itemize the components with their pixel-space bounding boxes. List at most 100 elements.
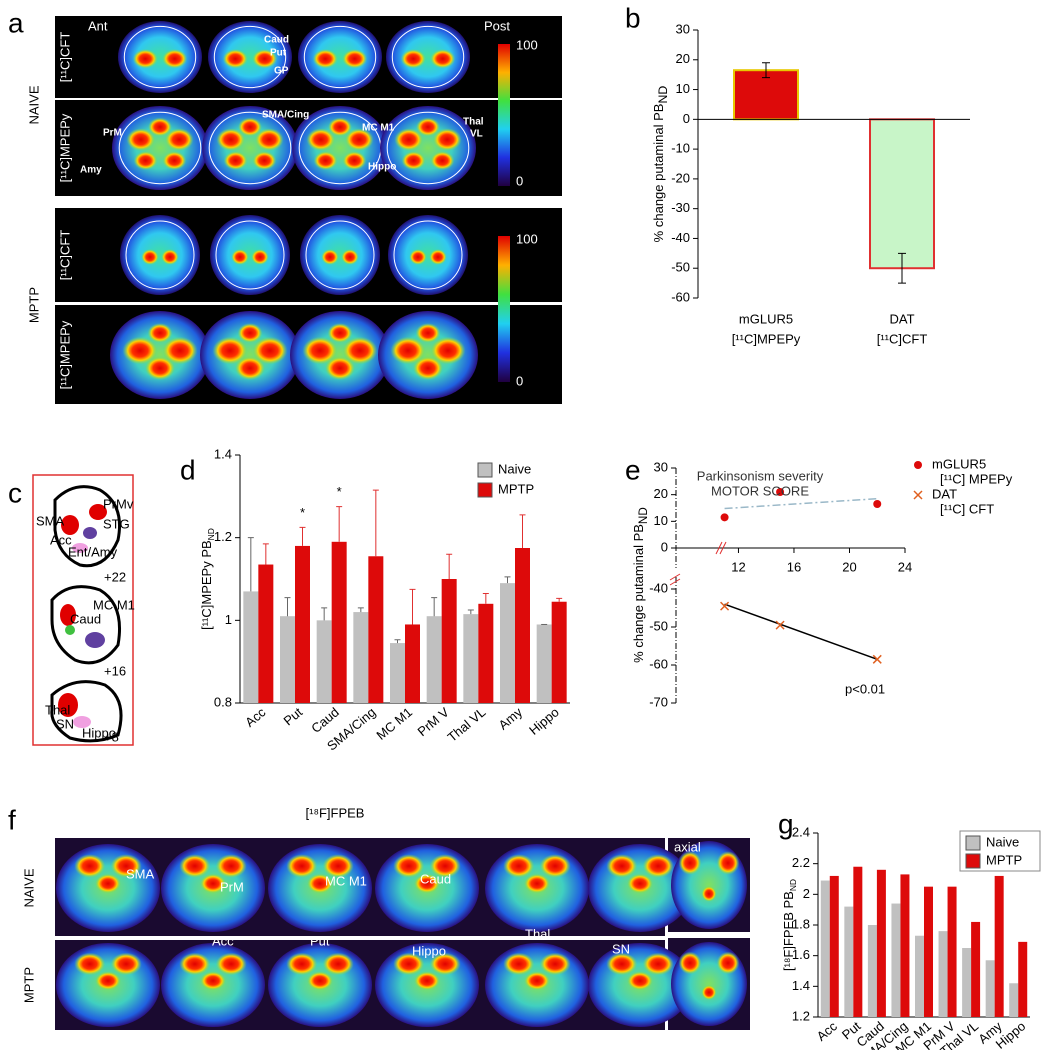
y-tick-label: 20 xyxy=(676,51,690,66)
region-label: SMA/Cing xyxy=(262,110,309,121)
region xyxy=(58,693,78,717)
hot-spot xyxy=(325,356,355,381)
bar xyxy=(331,541,347,703)
y-tick-label: -70 xyxy=(649,694,668,709)
hot-spot xyxy=(251,249,269,265)
legend-swatch xyxy=(965,835,981,851)
region-label: Caud xyxy=(420,871,451,886)
bar xyxy=(441,579,457,703)
hot-spot xyxy=(342,336,378,365)
bar xyxy=(405,624,420,703)
hot-spot xyxy=(252,49,278,69)
region xyxy=(60,604,76,626)
hot-spot xyxy=(678,851,702,875)
region-label: Hippo xyxy=(82,725,116,740)
bar xyxy=(971,921,981,1017)
region-label: SN xyxy=(56,716,74,731)
region-label: Acc xyxy=(50,532,72,547)
region-label: Put xyxy=(270,48,287,59)
hot-spot xyxy=(341,249,359,265)
y-label-sub: ND xyxy=(206,528,216,540)
roi-outline xyxy=(305,220,375,290)
brain-image xyxy=(298,21,382,93)
region-label: Thal xyxy=(463,117,484,128)
hot-spot xyxy=(432,128,462,151)
error-bar xyxy=(409,588,416,625)
y-tick-label: 1.6 xyxy=(792,947,810,962)
brain-image xyxy=(200,311,300,399)
brain-image xyxy=(378,311,478,399)
hot-spot xyxy=(307,873,333,894)
brain-image xyxy=(388,215,468,295)
bar xyxy=(1018,941,1028,1017)
region-label: SMA xyxy=(36,513,65,528)
x-tick-label: Amy xyxy=(496,704,526,733)
hot-spot xyxy=(110,854,142,878)
y-axis-label: [¹¹C]MPEPy PBND xyxy=(199,528,216,630)
hot-spot xyxy=(430,336,466,365)
hot-spot xyxy=(238,117,262,137)
legend-label: Naive xyxy=(986,834,1019,849)
y-tick-label: -20 xyxy=(671,170,690,185)
hot-spot xyxy=(503,952,535,976)
x-tick-label: 16 xyxy=(787,559,801,574)
region-label: Hippo xyxy=(368,162,396,173)
y-tick-label: 1.4 xyxy=(792,978,810,993)
colorbar xyxy=(498,44,510,186)
legend-label: [¹¹C] MPEPy xyxy=(940,471,1013,486)
legend-label: mGLUR5 xyxy=(932,456,986,471)
hot-spot xyxy=(216,128,246,151)
roi-outline xyxy=(386,111,470,185)
error-bar xyxy=(394,639,401,644)
region-label: VL xyxy=(470,129,483,140)
bar xyxy=(924,886,933,1017)
y-tick-label: -50 xyxy=(671,260,690,275)
region xyxy=(61,515,79,535)
region-label: Hippo xyxy=(412,943,446,958)
roi-outline xyxy=(125,220,195,290)
bar xyxy=(844,906,854,1017)
hot-spot xyxy=(429,249,447,265)
bar xyxy=(316,620,332,703)
region-label: +8 xyxy=(104,729,119,744)
y-tick-label: -60 xyxy=(649,656,668,671)
error-bar xyxy=(898,252,906,284)
bar xyxy=(390,643,405,703)
hot-spot xyxy=(328,117,352,137)
region xyxy=(85,632,105,648)
point xyxy=(720,601,730,611)
y-tick-label: -30 xyxy=(671,200,690,215)
region-label: Ent/Amy xyxy=(68,544,118,559)
legend-label: DAT xyxy=(932,486,957,501)
x-tick-label: Acc xyxy=(242,704,269,730)
point xyxy=(776,488,785,496)
bar xyxy=(891,903,901,1017)
y-tick-label: 30 xyxy=(676,21,690,36)
brain-image xyxy=(110,311,210,399)
panel-title: [¹⁸F]FPEB xyxy=(306,805,365,820)
y-label-main: [¹¹C]MPEPy PB xyxy=(199,540,214,630)
y-tick-label: -50 xyxy=(649,618,668,633)
y-axis-label: [¹⁸F]FPEB PBND xyxy=(781,879,798,971)
bar xyxy=(867,925,877,1017)
group-label: NAIVE xyxy=(21,868,36,907)
y-label-main: % change putaminal PB xyxy=(631,524,646,663)
hot-spot xyxy=(162,49,188,69)
panel-letter: c xyxy=(8,477,22,508)
legend-swatch xyxy=(477,462,493,478)
hot-spot xyxy=(430,151,455,171)
colorbar-label: 0 xyxy=(516,373,523,388)
colorbar-label: 100 xyxy=(516,231,538,246)
region-label: MC M1 xyxy=(93,597,135,612)
bar xyxy=(853,866,863,1017)
error-bar xyxy=(504,576,511,584)
error-bar xyxy=(556,597,563,602)
hot-spot xyxy=(161,249,179,265)
hot-spot xyxy=(164,128,194,151)
hot-spot xyxy=(306,128,336,151)
error-bar xyxy=(321,607,328,621)
hot-spot xyxy=(539,854,571,878)
region xyxy=(73,716,91,728)
brain-image xyxy=(118,21,202,93)
